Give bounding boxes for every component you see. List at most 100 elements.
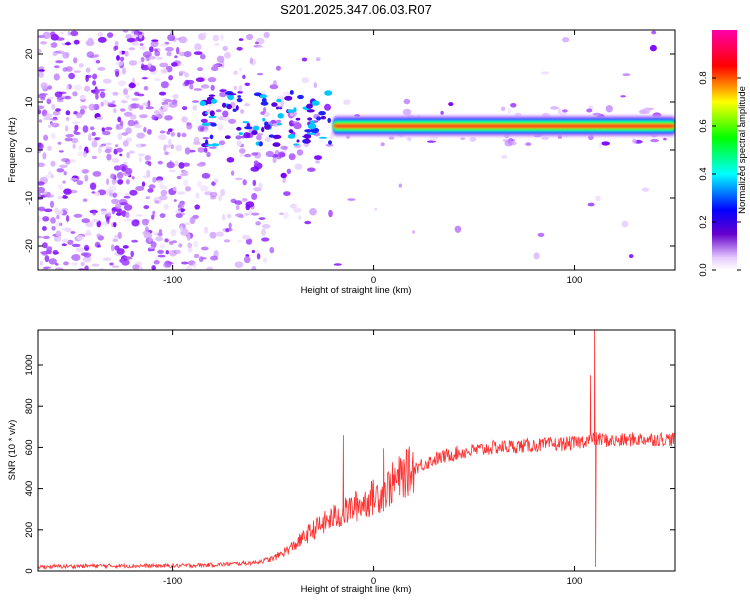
spectrogram-cell bbox=[398, 183, 402, 188]
spectrogram-cell bbox=[58, 150, 64, 153]
spectrogram-cell bbox=[139, 45, 146, 51]
spectrogram-cell bbox=[131, 219, 140, 227]
spectrogram-cell bbox=[307, 132, 317, 135]
colorbar-label: Normalized spectral amplitude bbox=[737, 86, 748, 214]
spectrogram-cell bbox=[55, 230, 62, 237]
spectrogram-cell bbox=[224, 135, 231, 140]
spectrogram-cell bbox=[55, 221, 62, 228]
spectrogram-cell bbox=[149, 246, 155, 250]
spectrogram-cell bbox=[38, 215, 42, 223]
spectrogram-cell bbox=[193, 240, 199, 248]
spectrogram-cell bbox=[104, 148, 112, 154]
spectrogram-cell bbox=[174, 160, 179, 166]
spectrogram-cell bbox=[631, 138, 637, 144]
spectrogram-cell bbox=[128, 47, 136, 51]
spectrogram-cell bbox=[210, 255, 219, 261]
spectrogram-cell bbox=[131, 97, 139, 101]
spectrogram-cell bbox=[251, 130, 258, 136]
spectrogram-cell bbox=[256, 134, 262, 141]
spectrogram-cell bbox=[109, 262, 114, 266]
spectrogram-cell bbox=[53, 73, 60, 81]
spectrogram-cell bbox=[170, 144, 174, 150]
spectrogram-cell bbox=[272, 134, 282, 139]
spectrogram-cell bbox=[510, 103, 517, 108]
spectrogram-cell bbox=[184, 222, 192, 226]
spectrogram-cell bbox=[84, 265, 89, 270]
spectrogram-cell bbox=[228, 93, 237, 96]
spectrogram-cell bbox=[64, 158, 71, 165]
spectrogram-cell bbox=[245, 238, 253, 245]
spectrogram-cell bbox=[65, 134, 75, 138]
spectrogram-cell bbox=[66, 117, 70, 121]
spectrogram-cell bbox=[244, 153, 252, 158]
spectrogram-cell bbox=[196, 162, 206, 167]
y-tick-label: 800 bbox=[24, 398, 35, 414]
spectrogram-cell bbox=[293, 122, 302, 130]
spectrogram-cell bbox=[91, 191, 96, 194]
spectrogram-cell bbox=[183, 179, 189, 187]
spectrogram-cell bbox=[81, 169, 90, 174]
spectrogram-cell bbox=[236, 140, 242, 147]
spectrogram-cell bbox=[315, 57, 321, 62]
spectrogram-cell bbox=[70, 30, 79, 37]
spectrogram-cell bbox=[177, 132, 181, 138]
spectrogram-cell bbox=[587, 202, 595, 207]
spectrogram-cell bbox=[42, 152, 47, 160]
spectrogram-cell bbox=[125, 179, 130, 185]
spectrogram-cell bbox=[107, 102, 114, 107]
spectrogram-cell bbox=[311, 100, 320, 106]
spectrogram-cell bbox=[151, 114, 157, 121]
spectrogram-cell bbox=[195, 77, 205, 82]
spectrogram-cell bbox=[250, 166, 260, 172]
spectrogram-cell bbox=[514, 112, 522, 117]
spectrogram-cell bbox=[210, 195, 216, 200]
spectrogram-cell bbox=[139, 43, 144, 46]
spectrogram-cell bbox=[55, 37, 65, 41]
spectrogram-cell bbox=[178, 202, 185, 209]
spectrogram-cell bbox=[315, 160, 321, 164]
spectrogram-cell bbox=[126, 152, 130, 159]
spectrogram-cell bbox=[236, 98, 243, 103]
spectrogram-cell bbox=[220, 189, 226, 196]
spectrogram-cell bbox=[235, 204, 240, 211]
spectrogram-cell bbox=[125, 34, 132, 39]
spectrogram-cell bbox=[280, 172, 287, 179]
spectrogram-cell bbox=[113, 45, 117, 52]
spectrogram-cell bbox=[44, 175, 51, 178]
spectrogram-cell bbox=[72, 91, 78, 97]
spectrogram-cell bbox=[117, 231, 123, 240]
spectrogram-cell bbox=[287, 134, 296, 139]
spectrogram-cell bbox=[239, 154, 245, 157]
spectrogram-cell bbox=[262, 117, 266, 122]
spectrogram-cell bbox=[112, 91, 119, 96]
spectrogram-cell bbox=[261, 97, 267, 104]
spectrogram-cell bbox=[178, 243, 183, 248]
spectrogram-cell bbox=[70, 177, 79, 181]
spectrogram-cell bbox=[251, 266, 257, 270]
spectrogram-cell bbox=[244, 82, 251, 87]
spectrogram-cell bbox=[193, 141, 201, 146]
spectrogram-cell bbox=[272, 80, 277, 86]
spectrogram-cell bbox=[71, 243, 81, 248]
spectrogram-cell bbox=[256, 253, 261, 260]
spectrogram-cell bbox=[117, 80, 127, 87]
spectrogram-cell bbox=[135, 186, 145, 191]
spectrogram-cell bbox=[256, 72, 264, 76]
spectrogram-cell bbox=[194, 204, 200, 210]
spectrogram-cell bbox=[236, 126, 242, 131]
spectrogram-cell bbox=[469, 137, 477, 142]
spectrogram-cell bbox=[294, 163, 303, 170]
spectrogram-cell bbox=[102, 143, 110, 148]
spectrogram-cell bbox=[507, 108, 512, 114]
spectrogram-cell bbox=[92, 171, 102, 177]
spectrogram-cell bbox=[203, 128, 210, 133]
colorbar-tick-label: 0.0 bbox=[698, 263, 709, 276]
spectrogram-cell bbox=[237, 95, 242, 98]
spectrogram-cell bbox=[550, 106, 559, 110]
spectrogram-cell bbox=[197, 181, 202, 188]
spectrogram-cell bbox=[163, 262, 172, 269]
spectrogram-cell bbox=[226, 213, 232, 219]
spectrogram-cell bbox=[102, 78, 112, 84]
spectrogram-cell bbox=[152, 176, 157, 183]
